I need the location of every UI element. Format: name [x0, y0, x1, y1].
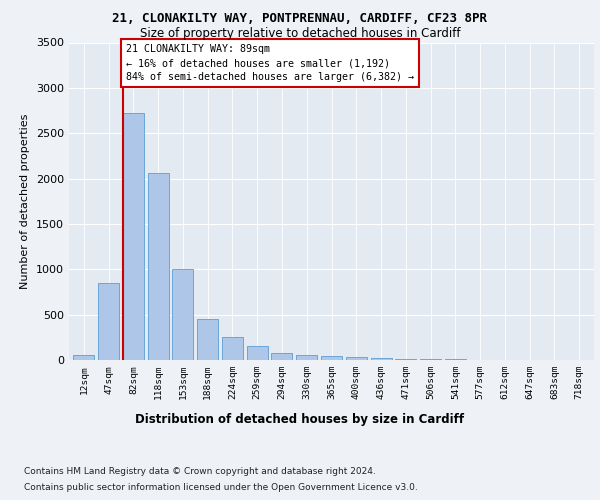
Bar: [123, 114, 144, 360]
Bar: [395, 358, 416, 360]
Text: 21, CLONAKILTY WAY, PONTPRENNAU, CARDIFF, CF23 8PR: 21, CLONAKILTY WAY, PONTPRENNAU, CARDIFF…: [113, 12, 487, 26]
Bar: [222, 338, 243, 360]
Bar: [247, 346, 268, 360]
Text: Contains public sector information licensed under the Open Government Licence v3: Contains public sector information licen…: [24, 482, 418, 492]
Bar: [371, 358, 392, 360]
Bar: [420, 359, 441, 360]
Bar: [172, 270, 193, 360]
Text: 21 CLONAKILTY WAY: 89sqm
← 16% of detached houses are smaller (1,192)
84% of sem: 21 CLONAKILTY WAY: 89sqm ← 16% of detach…: [126, 44, 414, 82]
Y-axis label: Number of detached properties: Number of detached properties: [20, 114, 31, 289]
Bar: [271, 353, 292, 360]
Bar: [73, 356, 94, 360]
Bar: [321, 356, 342, 360]
Text: Contains HM Land Registry data © Crown copyright and database right 2024.: Contains HM Land Registry data © Crown c…: [24, 468, 376, 476]
Text: Distribution of detached houses by size in Cardiff: Distribution of detached houses by size …: [136, 412, 464, 426]
Text: Size of property relative to detached houses in Cardiff: Size of property relative to detached ho…: [140, 28, 460, 40]
Bar: [197, 319, 218, 360]
Bar: [98, 283, 119, 360]
Bar: [296, 356, 317, 360]
Bar: [148, 173, 169, 360]
Bar: [346, 357, 367, 360]
